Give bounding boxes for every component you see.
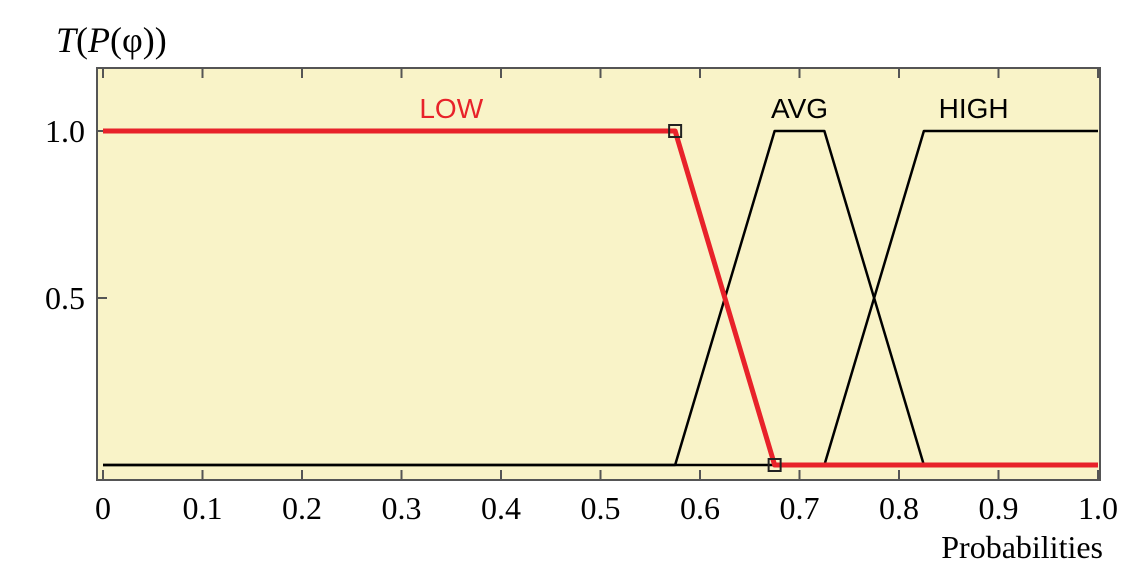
y-title-t: T — [56, 20, 79, 60]
x-tick-label: 0.2 — [282, 490, 322, 526]
x-tick-label: 0.8 — [879, 490, 919, 526]
y-title-inner: (φ)) — [110, 20, 167, 60]
x-tick-label: 0.5 — [581, 490, 621, 526]
x-tick-labels: 0 0.1 0.2 0.3 0.4 0.5 0.6 0.7 0.8 0.9 1.0 — [95, 490, 1118, 526]
x-tick-label: 0.7 — [780, 490, 820, 526]
series-label-avg: AVG — [771, 93, 828, 124]
series-labels: LOW AVG HIGH — [419, 93, 1008, 124]
x-tick-label: 0 — [95, 490, 111, 526]
series-markers — [668, 124, 782, 472]
x-tick-label: 0.6 — [680, 490, 720, 526]
x-tick-label: 0.3 — [382, 490, 422, 526]
plot-background — [96, 67, 1101, 481]
series-label-low: LOW — [419, 93, 483, 124]
y-axis-title: T(P(φ)) — [56, 20, 167, 60]
x-tick-label: 1.0 — [1078, 490, 1118, 526]
series-marker — [668, 124, 683, 138]
bottom-tick-marks — [102, 470, 1099, 480]
series-label-high: HIGH — [939, 93, 1009, 124]
x-tick-label: 0.9 — [979, 490, 1019, 526]
y-title-open: ( — [76, 20, 88, 60]
y-tick-labels: 0.5 1.0 — [45, 113, 85, 316]
x-axis-title: Probabilities — [941, 529, 1103, 565]
x-tick-label: 0.4 — [481, 490, 521, 526]
series-marker — [767, 458, 782, 472]
y-title-p: P — [87, 20, 110, 60]
top-tick-marks — [102, 68, 1099, 78]
x-tick-label: 0.1 — [183, 490, 223, 526]
series-line-high — [103, 129, 1098, 467]
y-tick-label: 0.5 — [45, 280, 85, 316]
y-tick-label: 1.0 — [45, 113, 85, 149]
series-lines — [103, 128, 1098, 468]
series-line-low — [103, 128, 1098, 468]
